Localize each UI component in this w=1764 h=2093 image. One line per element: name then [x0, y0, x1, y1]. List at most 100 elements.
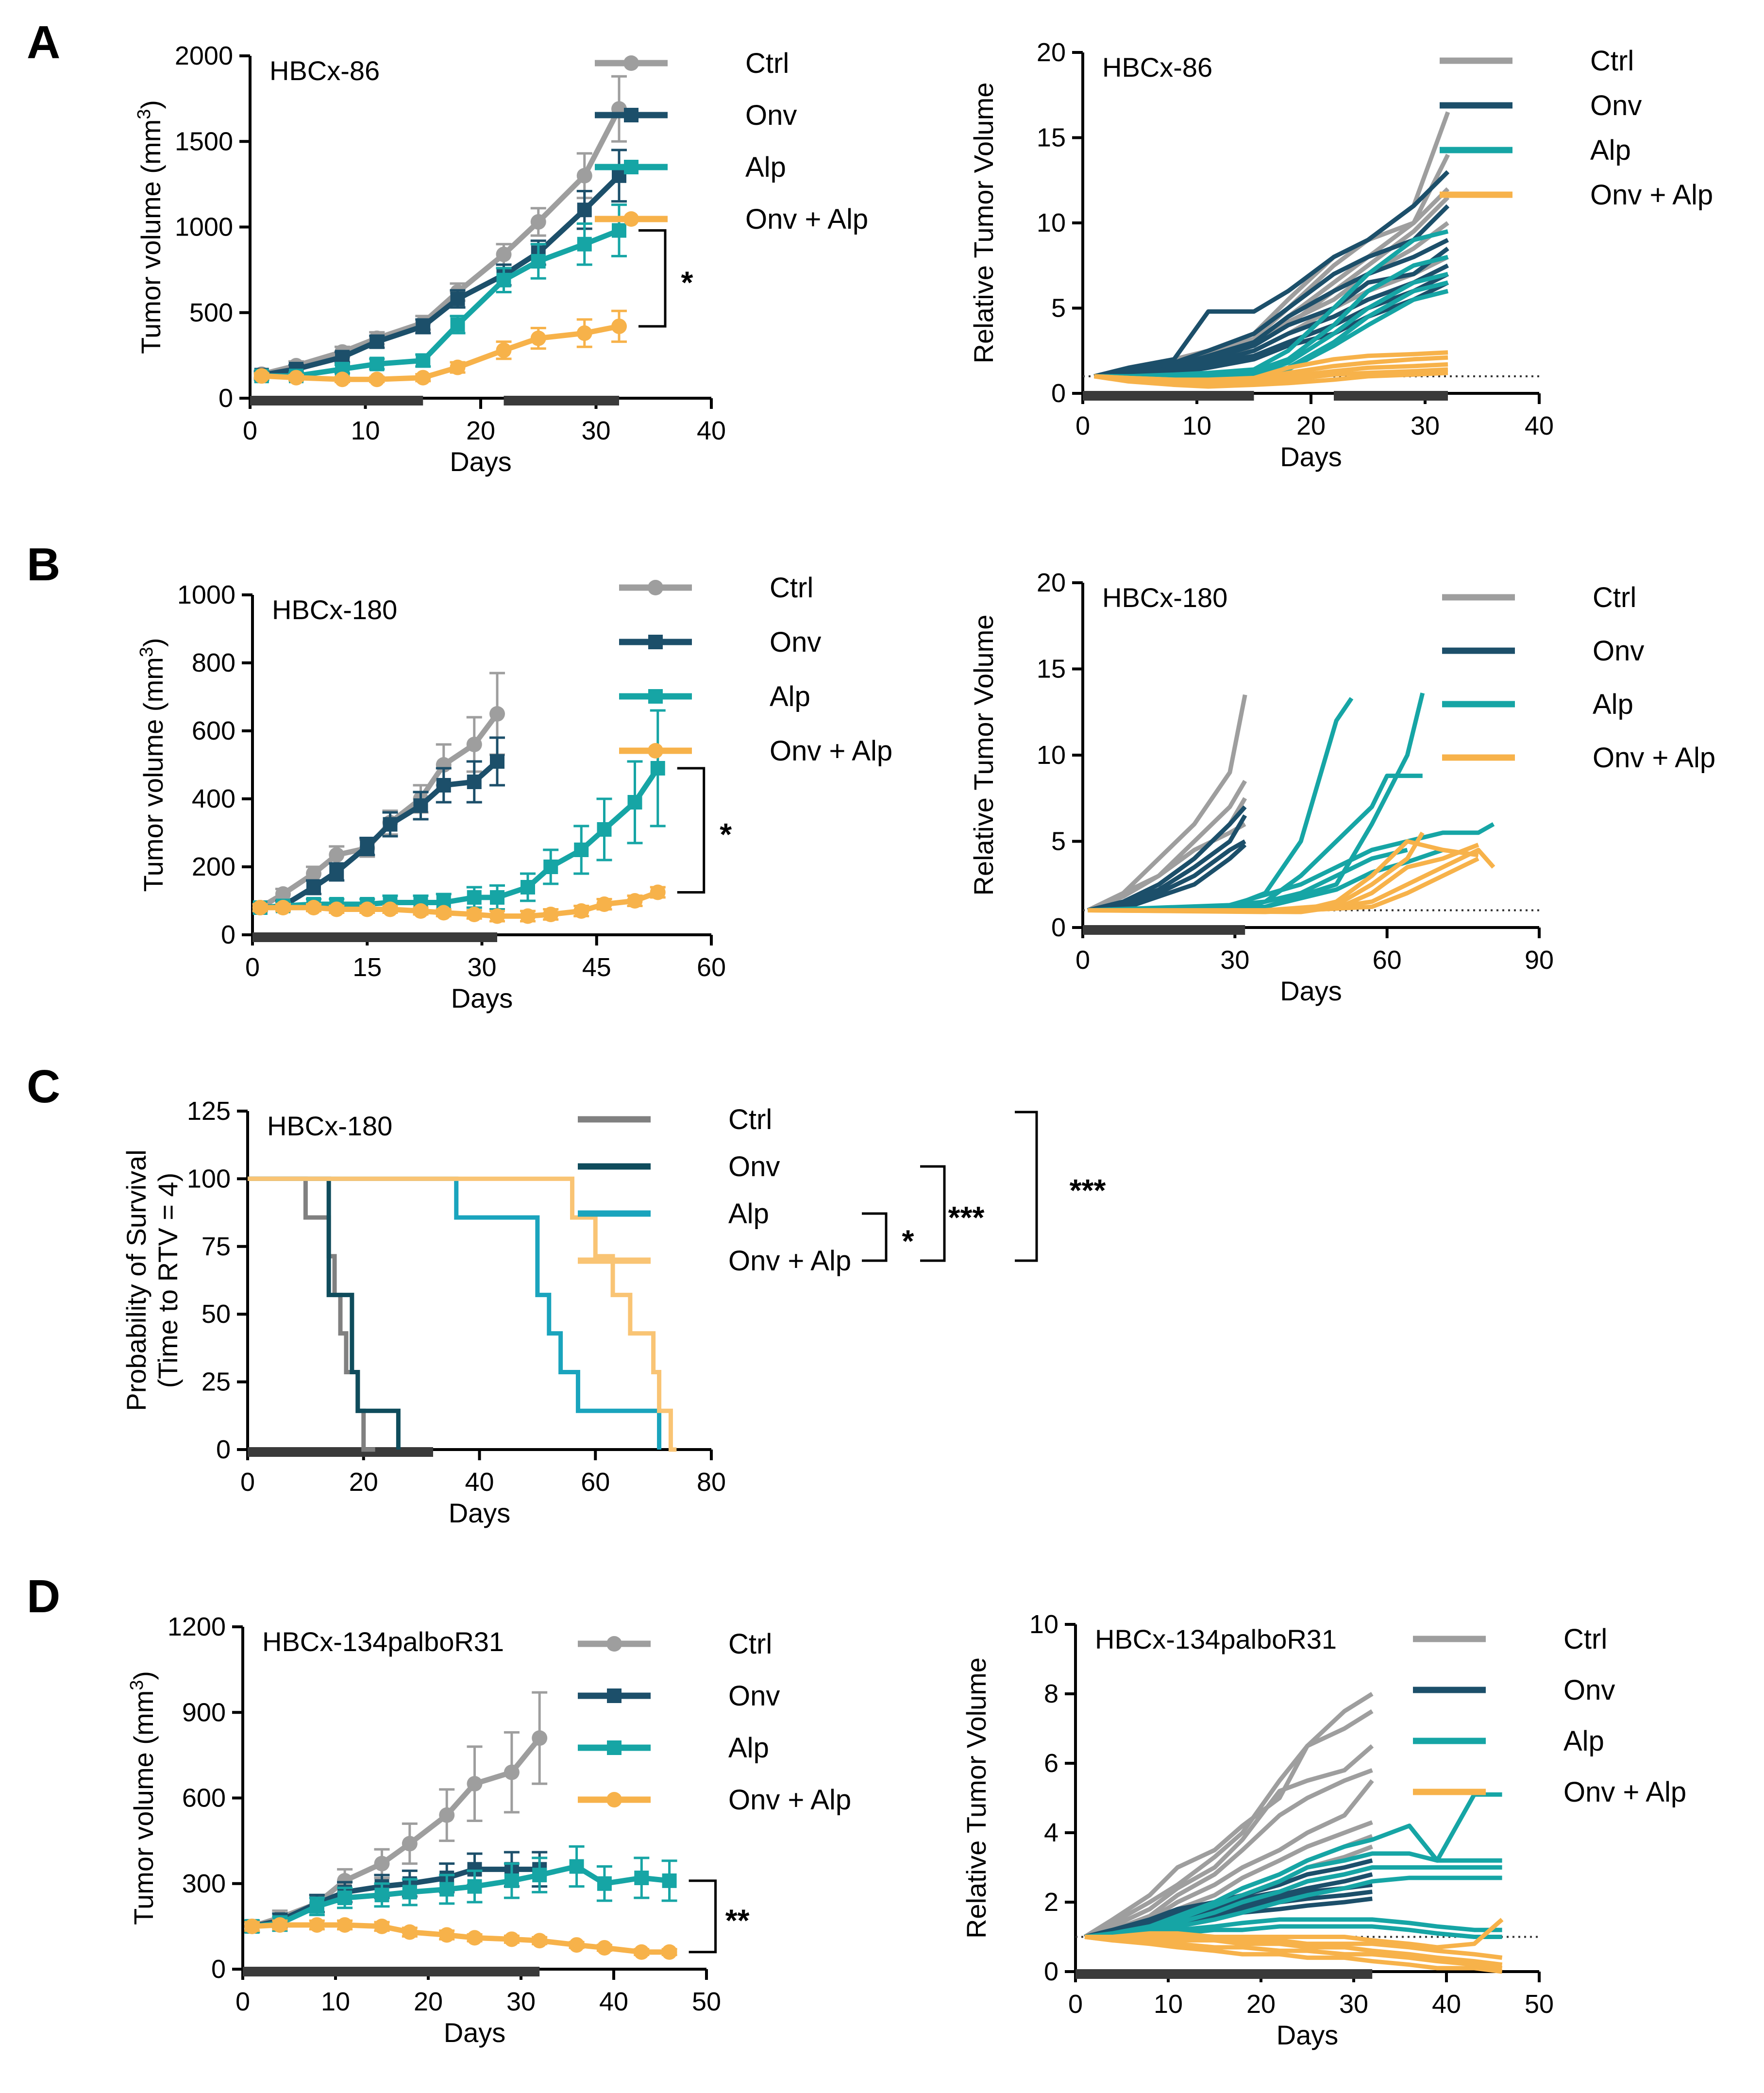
c-x-tick-label: 40 — [465, 1468, 494, 1497]
chart-d-left: 0 10 20 30 40 50 0 300 600 900 1200 Days Tumor volum… — [127, 1612, 851, 2048]
c-significance-label: *** — [948, 1200, 985, 1235]
b-left-point-combo — [596, 896, 612, 912]
b-right-treatment-bar — [1083, 925, 1245, 935]
b-left-y-tick-label: 1000 — [177, 580, 235, 609]
d-left-point-ctrl — [374, 1856, 390, 1872]
c-y-axis-title: Probability of Survival — [121, 1149, 151, 1411]
c-y-tick-label: 75 — [202, 1232, 231, 1261]
b-right-individual-line-alp — [1088, 822, 1495, 912]
d-right-individual-line-combo — [1084, 1935, 1503, 1971]
d-right-x-tick-label: 30 — [1339, 1990, 1368, 2019]
a-left-point-alp — [450, 317, 465, 332]
d-left-x-tick-label: 50 — [692, 1987, 721, 2016]
a-left-x-tick-label: 40 — [697, 416, 726, 445]
d-left-point-alp — [309, 1899, 324, 1914]
c-model-name: HBCx-180 — [267, 1111, 392, 1141]
d-right-x-tick-label: 0 — [1068, 1990, 1083, 2019]
b-right-individual-line-ctrl — [1087, 779, 1247, 912]
d-left-y-tick-label: 1200 — [168, 1612, 226, 1641]
b-left-point-combo — [573, 903, 589, 919]
b-right-group-onv — [1087, 805, 1247, 912]
d-left-point-alp — [662, 1873, 677, 1888]
a-left-legend-point-onv — [624, 108, 638, 122]
a-left-legend-label-ctrl: Ctrl — [745, 48, 789, 79]
b-left-point-alp — [597, 822, 612, 837]
c-y-tick-label: 50 — [202, 1300, 231, 1329]
d-right-individual-line-ctrl — [1084, 1709, 1374, 1939]
a-left-y-tick-label: 1000 — [175, 213, 233, 242]
a-left-point-alp — [496, 272, 511, 287]
c-y-tick-label: 0 — [216, 1435, 231, 1464]
a-left-point-combo — [576, 325, 592, 341]
b-left-x-tick-label: 15 — [353, 953, 382, 982]
b-right-y-tick-label: 5 — [1051, 827, 1066, 856]
b-left-point-combo — [359, 901, 375, 917]
b-right-x-tick-label: 90 — [1525, 945, 1554, 975]
d-left-point-alp — [597, 1876, 612, 1891]
b-right-group-alp — [1088, 692, 1495, 912]
a-left-point-combo — [415, 370, 431, 386]
c-survival-curve-combo — [248, 1176, 677, 1452]
b-left-series-ctrl — [252, 672, 505, 915]
d-left-legend-point-combo — [606, 1792, 622, 1807]
c-significance-bracket — [862, 1212, 888, 1262]
chart-a-left: 0 10 20 30 40 0 500 1000 1500 2000 Days Tumor volum… — [134, 41, 868, 477]
b-left-point-combo — [466, 907, 482, 922]
d-left-legend-label-combo: Onv + Alp — [728, 1784, 851, 1816]
d-left-y-axis-title-superscript: 3 — [127, 1680, 147, 1690]
d-left-legend-point-ctrl — [606, 1636, 622, 1652]
b-left-legend-label-alp: Alp — [770, 681, 810, 712]
d-left-y-tick-label: 0 — [211, 1955, 226, 1984]
a-left-y-tick-label: 1500 — [175, 127, 233, 156]
b-right-individual-line-combo — [1088, 856, 1479, 912]
a-right-individual-line-combo — [1093, 371, 1448, 389]
b-left-y-axis-title-close: ) — [138, 638, 168, 647]
c-survival-curve-onv — [248, 1176, 401, 1450]
d-left-point-combo — [337, 1917, 353, 1933]
c-y-tick-label: 25 — [202, 1367, 231, 1397]
b-left-point-combo — [382, 901, 398, 917]
d-left-legend-label-alp: Alp — [728, 1732, 769, 1764]
d-left-point-combo — [467, 1930, 483, 1946]
b-right-legend-label-alp: Alp — [1593, 689, 1633, 720]
a-right-group-combo — [1093, 350, 1448, 389]
b-right-y-tick-label: 10 — [1037, 741, 1066, 770]
d-left-point-alp — [569, 1859, 584, 1874]
b-left-point-combo — [275, 900, 291, 915]
d-left-point-combo — [532, 1933, 548, 1949]
c-significance-label: *** — [1070, 1173, 1106, 1208]
b-left-y-tick-label: 400 — [192, 784, 235, 813]
a-right-y-tick-label: 20 — [1037, 38, 1066, 67]
d-left-x-tick-label: 30 — [506, 1987, 536, 2016]
a-left-series-line-alp — [261, 228, 621, 379]
d-left-point-ctrl — [439, 1807, 455, 1823]
d-left-point-alp — [634, 1871, 649, 1885]
d-right-x-tick-label: 40 — [1432, 1990, 1461, 2019]
b-left-legend-point-alp — [648, 689, 663, 704]
d-right-y-tick-label: 8 — [1044, 1679, 1058, 1708]
a-left-y-tick-label: 500 — [189, 298, 233, 327]
d-left-point-ctrl — [532, 1730, 548, 1746]
b-right-x-tick-label: 60 — [1373, 945, 1402, 975]
a-left-point-onv — [370, 334, 385, 349]
a-right-x-tick-label: 30 — [1411, 411, 1440, 440]
c-treatment-bar — [248, 1447, 433, 1457]
b-left-point-onv — [329, 864, 344, 879]
a-left-y-axis-title-superscript: 3 — [134, 109, 154, 119]
a-left-model-name: HBCx-86 — [269, 55, 380, 86]
b-left-point-combo — [489, 908, 505, 924]
a-right-individual-line-onv — [1093, 204, 1450, 379]
c-y-tick-label: 100 — [187, 1164, 231, 1193]
d-left-legend-point-alp — [607, 1740, 622, 1755]
b-left-point-combo — [306, 900, 321, 915]
d-left-series-combo — [244, 1917, 677, 1960]
a-left-legend-point-combo — [623, 211, 639, 227]
d-left-x-tick-label: 20 — [414, 1987, 443, 2016]
a-left-point-combo — [530, 330, 546, 346]
a-right-legend-label-ctrl: Ctrl — [1590, 45, 1634, 77]
b-left-point-alp — [467, 890, 482, 905]
d-left-point-combo — [569, 1937, 585, 1953]
panel-letter-b: B — [27, 539, 60, 591]
